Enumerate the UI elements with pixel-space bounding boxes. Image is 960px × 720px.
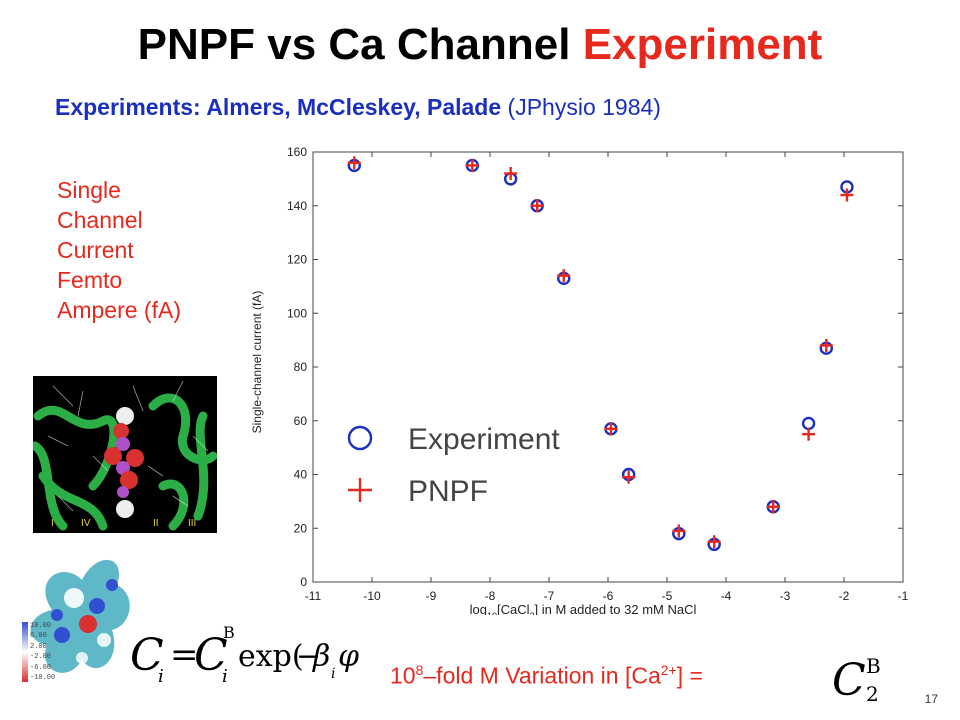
svg-text:i: i xyxy=(222,666,228,687)
svg-text:β: β xyxy=(312,639,330,674)
channel-model-image: I IV II III xyxy=(33,376,217,533)
pnpf-point xyxy=(802,427,816,441)
plot-frame xyxy=(312,151,904,583)
x-tick-label: -3 xyxy=(780,589,791,603)
x-tick-label: -8 xyxy=(485,589,496,603)
pnpf-point xyxy=(530,199,544,213)
side-label-line: Current xyxy=(57,237,134,263)
svg-text:−: − xyxy=(296,639,321,674)
y-tick-label: 0 xyxy=(300,575,307,589)
variation-base: 10 xyxy=(390,662,416,689)
pnpf-point xyxy=(347,156,361,170)
color-scale: 10.00 6.00 2.00 -2.00 -6.00 -10.00 xyxy=(22,622,74,682)
pnpf-point xyxy=(604,422,618,436)
x-tick-label: -6 xyxy=(603,589,614,603)
side-label-line: Ampere (fA) xyxy=(57,297,181,323)
svg-text:C: C xyxy=(194,630,228,681)
legend-label: Experiment xyxy=(408,423,560,456)
variation-end: ] = xyxy=(676,662,703,689)
subtitle-citation: (JPhysio 1984) xyxy=(501,94,661,120)
variation-exponent: 8 xyxy=(415,662,424,678)
y-tick-label: 100 xyxy=(287,306,307,320)
svg-text:C: C xyxy=(130,630,164,681)
title-main: PNPF vs Ca Channel xyxy=(137,20,583,69)
y-tick-label: 40 xyxy=(294,468,308,482)
scale-value: 2.00 xyxy=(30,642,47,651)
side-label-line: Channel xyxy=(57,207,143,233)
x-tick-label: -4 xyxy=(721,589,732,603)
slide-title: PNPF vs Ca Channel Experiment xyxy=(0,20,960,70)
x-tick-label: -11 xyxy=(305,589,322,603)
x-axis-label: log10[CaCl2] in M added to 32 mM NaCl xyxy=(470,602,697,615)
x-tick-label: -2 xyxy=(839,589,850,603)
y-axis-label: Single-channel current (fA) xyxy=(250,291,264,434)
domain-label: III xyxy=(188,518,196,529)
current-vs-concentration-chart: -11 -10 -9 -8 -7 -6 -5 -4 -3 -2 -10204060801001201… xyxy=(250,145,909,615)
y-tick-label: 60 xyxy=(294,414,308,428)
pnpf-point xyxy=(465,158,479,172)
variation-ion-charge: 2+ xyxy=(660,662,677,678)
pnpf-point xyxy=(557,269,571,283)
svg-text:2: 2 xyxy=(866,682,879,705)
scale-value: -6.00 xyxy=(30,663,52,672)
page-number: 17 xyxy=(924,692,938,706)
x-tick-label: -10 xyxy=(363,589,381,603)
pnpf-point xyxy=(504,167,518,180)
y-unit-description: Single Channel Current Femto Ampere (fA) xyxy=(57,175,181,325)
domain-label: II xyxy=(153,518,159,529)
scale-value: -2.00 xyxy=(30,653,52,662)
svg-text:i: i xyxy=(158,666,164,687)
y-tick-label: 140 xyxy=(287,199,307,213)
pnpf-point xyxy=(819,339,833,352)
legend-marker xyxy=(348,478,372,502)
svg-text:B: B xyxy=(866,654,881,678)
legend-marker xyxy=(347,425,373,451)
chart-marks xyxy=(347,156,854,552)
variation-caption: 108–fold M Variation in [Ca2+] = xyxy=(390,662,703,690)
scale-value: 10.00 xyxy=(30,622,52,630)
side-label-line: Femto xyxy=(57,267,123,293)
pnpf-point xyxy=(622,470,636,484)
pnpf-point xyxy=(707,535,721,549)
pnpf-point xyxy=(840,188,854,202)
svg-text:exp(: exp( xyxy=(238,639,304,674)
x-tick-label: -5 xyxy=(662,589,673,603)
svg-text:C: C xyxy=(832,655,866,705)
legend-label: PNPF xyxy=(408,475,488,508)
surface-molecule-drawing xyxy=(30,559,130,673)
side-label-line: Single xyxy=(57,177,121,203)
x-tick-label: -7 xyxy=(544,589,555,603)
y-tick-label: 160 xyxy=(287,145,307,159)
y-tick-label: 80 xyxy=(294,360,308,374)
scale-value: -10.00 xyxy=(30,673,56,682)
x-tick-label: -9 xyxy=(426,589,437,603)
domain-label: I xyxy=(51,518,54,529)
y-tick-label: 120 xyxy=(287,253,307,267)
svg-text:φ: φ xyxy=(338,639,359,674)
pnpf-point xyxy=(672,524,686,538)
surface-molecule-image xyxy=(12,540,142,710)
svg-text:i: i xyxy=(331,666,335,682)
chart-axes: -11 -10 -9 -8 -7 -6 -5 -4 -3 -2 -10204060801001201… xyxy=(287,145,909,603)
bath-concentration-symbol: C B 2 xyxy=(832,654,881,705)
chemical-potential-equation: C i = C B i exp( − β i φ xyxy=(130,623,359,687)
subtitle-authors: Experiments: Almers, McCleskey, Palade xyxy=(55,94,502,120)
domain-label: IV xyxy=(81,518,91,529)
svg-text:=: = xyxy=(170,635,199,675)
title-highlight: Experiment xyxy=(582,20,823,69)
scale-value: 6.00 xyxy=(30,632,47,641)
slide-subtitle: Experiments: Almers, McCleskey, Palade (… xyxy=(55,94,661,121)
variation-text: –fold M Variation in [Ca xyxy=(423,662,661,689)
chart-legend: Experiment PNPF xyxy=(347,423,560,508)
experiment-point xyxy=(801,416,816,431)
pnpf-point xyxy=(766,500,780,514)
y-tick-label: 20 xyxy=(294,521,308,535)
svg-text:B: B xyxy=(223,623,235,642)
channel-model-drawing: I IV II III xyxy=(33,380,217,531)
x-tick-label: -1 xyxy=(898,589,909,603)
